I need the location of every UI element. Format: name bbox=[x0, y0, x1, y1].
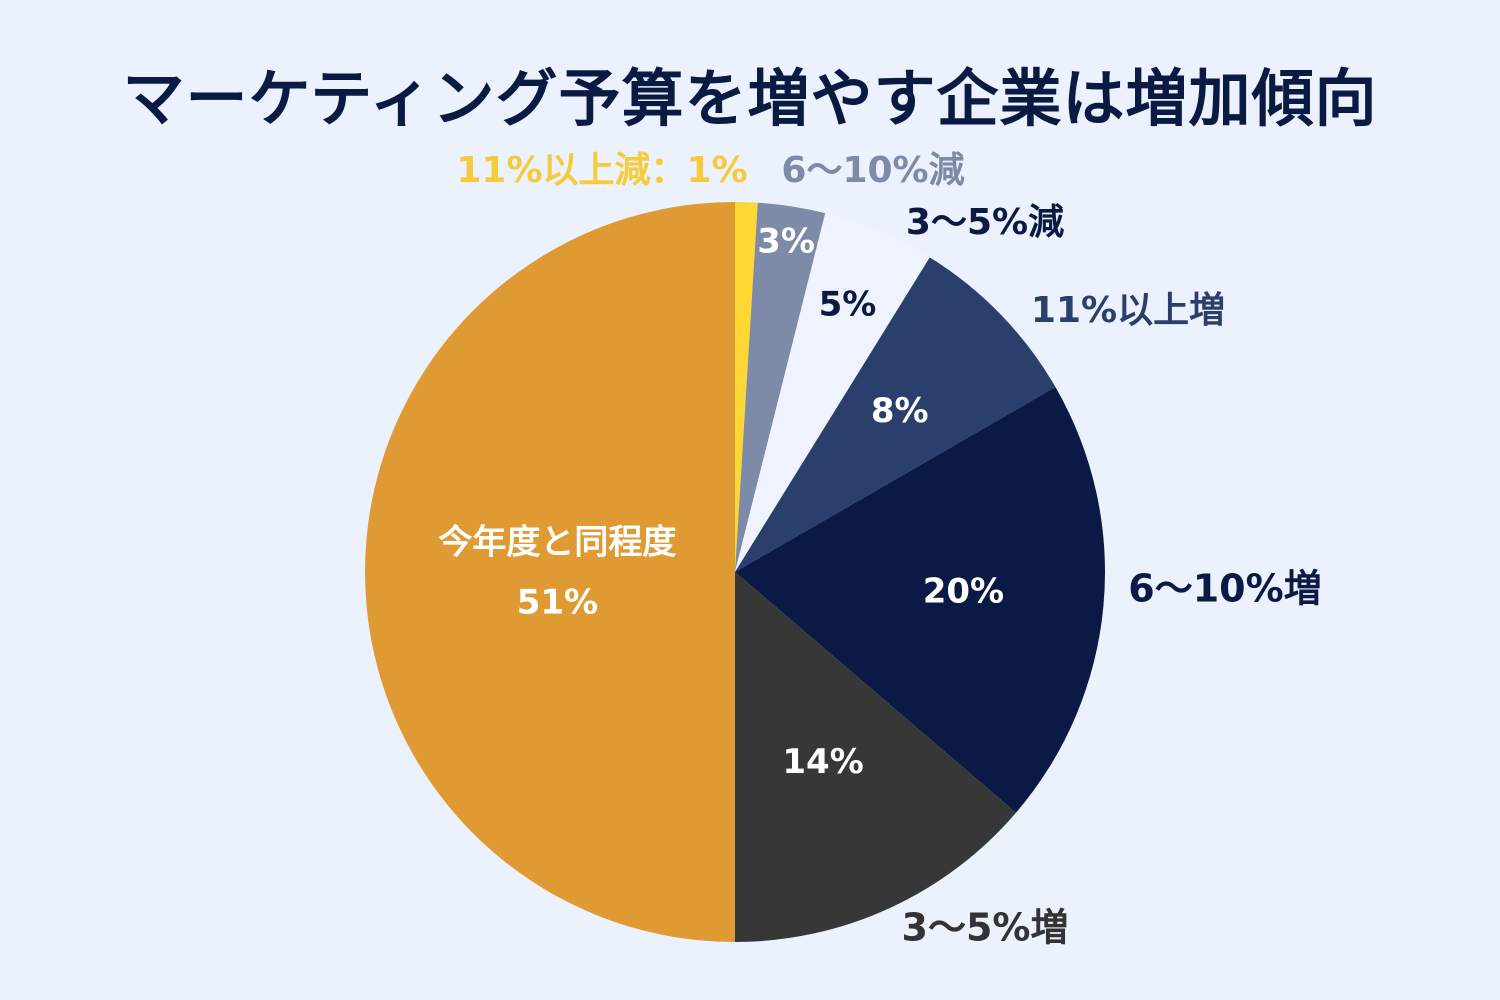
pie-slices bbox=[365, 202, 1106, 942]
pie-slice-2 bbox=[735, 202, 826, 572]
inside-label-7: 今年度と同程度 bbox=[438, 523, 676, 563]
outside-label-6: 3〜5%増 bbox=[902, 906, 1069, 950]
inside-label-5: 20% bbox=[923, 572, 1004, 612]
outside-label-2: 6〜10%減 bbox=[781, 150, 964, 191]
outside-label-4: 11%以上増 bbox=[1031, 290, 1225, 331]
inside-label-6: 14% bbox=[782, 742, 863, 782]
outside-label-3: 3〜5%減 bbox=[906, 202, 1064, 243]
pie-labels: 11%以上減：1%3% 6〜10%減 5% 3〜5%減 8% 11%以上増 20% 6〜10%… bbox=[438, 150, 1321, 950]
pie-slice-4 bbox=[735, 257, 1056, 572]
pie-slice-1 bbox=[735, 202, 758, 572]
outside-label-1: 11%以上減：1% bbox=[456, 150, 747, 191]
inside-label-4: 8% bbox=[871, 391, 929, 431]
inside-label-2: 3% bbox=[757, 221, 815, 261]
inside-value-7: 51% bbox=[517, 583, 598, 623]
outside-label-5: 6〜10%増 bbox=[1128, 567, 1321, 611]
pie-slice-6 bbox=[735, 572, 1016, 942]
pie-slice-5 bbox=[735, 387, 1106, 813]
inside-label-3: 5% bbox=[819, 285, 877, 325]
pie-slice-3 bbox=[735, 213, 930, 572]
chart-title: マーケティング予算を増やす企業は増加傾向 bbox=[122, 62, 1378, 135]
pie-slice-7 bbox=[365, 202, 735, 942]
